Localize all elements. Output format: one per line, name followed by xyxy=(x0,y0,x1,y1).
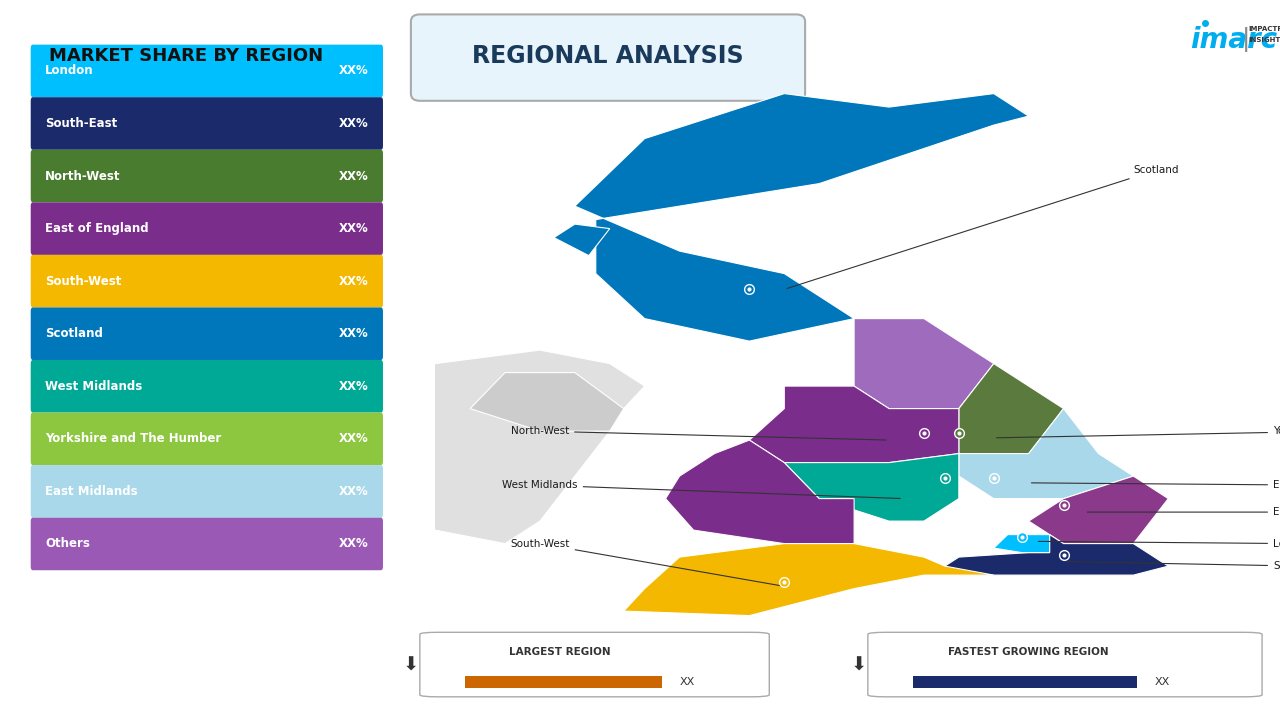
Polygon shape xyxy=(749,386,959,462)
Bar xyxy=(913,675,1137,688)
Text: XX%: XX% xyxy=(339,537,369,551)
Text: XX%: XX% xyxy=(339,485,369,498)
Polygon shape xyxy=(666,440,854,544)
Text: Yorkshire and The Humber: Yorkshire and The Humber xyxy=(997,426,1280,438)
Polygon shape xyxy=(575,94,1029,341)
Text: ⬇: ⬇ xyxy=(403,655,419,674)
Polygon shape xyxy=(945,534,1169,575)
Text: XX%: XX% xyxy=(339,117,369,130)
Text: XX%: XX% xyxy=(339,274,369,288)
Text: Scotland: Scotland xyxy=(787,165,1179,289)
Polygon shape xyxy=(959,364,1064,454)
Polygon shape xyxy=(470,372,623,431)
Text: South-East: South-East xyxy=(45,117,118,130)
Text: Others: Others xyxy=(45,537,90,551)
Text: South-East: South-East xyxy=(1066,561,1280,571)
Text: East of England: East of England xyxy=(1087,507,1280,517)
FancyBboxPatch shape xyxy=(31,465,383,518)
Text: North-West: North-West xyxy=(511,426,886,440)
Text: XX: XX xyxy=(680,677,695,687)
Text: FASTEST GROWING REGION: FASTEST GROWING REGION xyxy=(948,647,1108,657)
FancyBboxPatch shape xyxy=(420,632,769,697)
FancyBboxPatch shape xyxy=(31,360,383,413)
Text: XX%: XX% xyxy=(339,64,369,78)
Text: West Midlands: West Midlands xyxy=(45,379,142,393)
FancyBboxPatch shape xyxy=(31,202,383,255)
Text: XX: XX xyxy=(1155,677,1170,687)
Text: West Midlands: West Midlands xyxy=(502,480,900,498)
Text: MARKET SHARE BY REGION: MARKET SHARE BY REGION xyxy=(49,47,324,65)
FancyBboxPatch shape xyxy=(31,255,383,307)
FancyBboxPatch shape xyxy=(31,307,383,360)
Text: XX%: XX% xyxy=(339,327,369,341)
Text: London: London xyxy=(1038,539,1280,549)
FancyBboxPatch shape xyxy=(31,150,383,202)
Text: South-West: South-West xyxy=(45,274,122,288)
Text: South-West: South-West xyxy=(511,539,782,586)
FancyBboxPatch shape xyxy=(31,413,383,465)
Text: |: | xyxy=(1243,27,1251,52)
Text: IMPACTFUL: IMPACTFUL xyxy=(1248,27,1280,32)
Text: East Midlands: East Midlands xyxy=(45,485,138,498)
Text: Scotland: Scotland xyxy=(45,327,102,341)
FancyBboxPatch shape xyxy=(31,97,383,150)
Text: London: London xyxy=(45,64,93,78)
Polygon shape xyxy=(1029,476,1169,544)
Bar xyxy=(465,675,662,688)
Polygon shape xyxy=(623,544,993,616)
Polygon shape xyxy=(330,350,645,544)
Polygon shape xyxy=(959,408,1133,498)
FancyBboxPatch shape xyxy=(868,632,1262,697)
FancyBboxPatch shape xyxy=(31,518,383,570)
Text: XX%: XX% xyxy=(339,222,369,235)
Text: ⬇: ⬇ xyxy=(851,655,867,674)
Polygon shape xyxy=(785,454,959,521)
Text: imarc: imarc xyxy=(1190,26,1277,53)
Text: XX%: XX% xyxy=(339,169,369,183)
Polygon shape xyxy=(854,318,993,408)
Polygon shape xyxy=(554,224,609,256)
Polygon shape xyxy=(993,534,1050,552)
Text: XX%: XX% xyxy=(339,432,369,446)
Text: LARGEST REGION: LARGEST REGION xyxy=(509,647,611,657)
Text: North-West: North-West xyxy=(45,169,120,183)
Text: INSIGHTS: INSIGHTS xyxy=(1248,37,1280,42)
Text: East Midlands: East Midlands xyxy=(1032,480,1280,490)
FancyBboxPatch shape xyxy=(411,14,805,101)
Text: XX%: XX% xyxy=(339,379,369,393)
Text: East of England: East of England xyxy=(45,222,148,235)
Text: REGIONAL ANALYSIS: REGIONAL ANALYSIS xyxy=(472,44,744,68)
FancyBboxPatch shape xyxy=(31,45,383,97)
Text: Yorkshire and The Humber: Yorkshire and The Humber xyxy=(45,432,221,446)
